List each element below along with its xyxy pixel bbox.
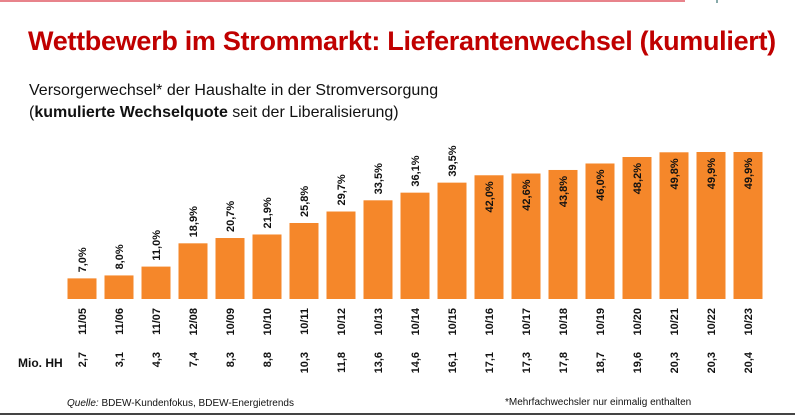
bar [67, 278, 97, 299]
households-label: 13,6 [373, 352, 385, 373]
bar [178, 243, 208, 299]
bar [400, 192, 430, 299]
bottom-rule [0, 413, 795, 415]
bar [622, 157, 652, 299]
value-label: 42,6% [521, 179, 533, 210]
households-label: 18,7 [595, 352, 607, 373]
value-label: 11,0% [151, 230, 163, 261]
households-label: 20,3 [706, 352, 718, 373]
value-label: 43,8% [558, 176, 570, 207]
top-mark [716, 0, 718, 3]
households-label: 20,4 [743, 351, 755, 373]
subtitle-line-2: (kumulierte Wechselquote seit der Libera… [29, 102, 438, 124]
chart-subtitle: Versorgerwechsel* der Haushalte in der S… [29, 80, 438, 124]
households-label: 7,4 [188, 351, 200, 367]
category-label: 10/19 [595, 308, 607, 336]
value-label: 49,9% [743, 158, 755, 189]
category-label: 10/10 [262, 308, 274, 336]
bar [474, 175, 504, 299]
page-title: Wettbewerb im Strommarkt: Lieferantenwec… [28, 26, 776, 56]
bar [733, 152, 763, 299]
bar [511, 173, 541, 299]
category-label: 10/15 [447, 308, 459, 336]
households-label: 17,3 [521, 352, 533, 373]
bar [585, 163, 615, 299]
households-label: 2,7 [77, 352, 89, 367]
value-label: 7,0% [77, 247, 89, 272]
category-label: 10/18 [558, 308, 570, 336]
households-label: 4,3 [151, 352, 163, 367]
category-label: 11/06 [114, 308, 126, 335]
households-label: 19,6 [632, 352, 644, 373]
bar [326, 211, 356, 299]
households-label: 20,3 [669, 352, 681, 373]
bar [104, 275, 134, 299]
category-label: 10/13 [373, 308, 385, 336]
footnote: *Mehrfachwechsler nur einmalig enthalten [505, 397, 692, 408]
households-label: 10,3 [299, 352, 311, 373]
category-label: 11/07 [151, 308, 163, 335]
category-label: 10/20 [632, 308, 644, 336]
category-label: 10/12 [336, 308, 348, 336]
bar [215, 238, 245, 299]
value-label: 39,5% [447, 145, 459, 176]
category-label: 10/21 [669, 308, 681, 336]
households-label: 17,1 [484, 352, 496, 373]
value-label: 8,0% [114, 244, 126, 269]
households-label: 8,8 [262, 352, 274, 367]
category-label: 10/22 [706, 308, 718, 336]
value-label: 49,8% [669, 158, 681, 189]
value-label: 20,7% [225, 201, 237, 232]
value-label: 29,7% [336, 174, 348, 205]
source-label: Quelle: [67, 398, 99, 409]
households-label: 8,3 [225, 352, 237, 367]
bar [548, 169, 578, 299]
subtitle-line-1: Versorgerwechsel* der Haushalte in der S… [29, 82, 439, 99]
category-label: 10/17 [521, 308, 533, 336]
households-label: 17,8 [558, 352, 570, 373]
category-label: 10/11 [299, 308, 311, 335]
paren: ( [29, 104, 35, 121]
value-label: 36,1% [410, 155, 422, 186]
bar [252, 234, 282, 299]
bar [437, 182, 467, 299]
category-label: 11/05 [77, 308, 89, 335]
source-text: BDEW-Kundenfokus, BDEW-Energietrends [98, 398, 294, 409]
value-label: 33,5% [373, 163, 385, 194]
bar [363, 200, 393, 299]
subtitle-rest: seit der Liberalisierung) [227, 104, 399, 121]
subtitle-bold: kumulierte Wechselquote [34, 104, 228, 121]
value-label: 18,9% [188, 206, 200, 237]
households-label: 16,1 [447, 352, 459, 373]
bar [696, 152, 726, 299]
value-label: 46,0% [595, 169, 607, 200]
bar [141, 266, 171, 299]
top-rule [0, 0, 685, 2]
category-label: 10/14 [410, 307, 422, 335]
category-label: 10/23 [743, 308, 755, 336]
category-label: 10/16 [484, 308, 496, 336]
households-label: 11,8 [336, 352, 348, 373]
bar [289, 222, 319, 299]
category-label: 12/08 [188, 308, 200, 336]
bar [659, 152, 689, 299]
row-label: Mio. HH [18, 356, 63, 370]
value-label: 49,9% [706, 158, 718, 189]
value-label: 48,2% [632, 163, 644, 194]
households-label: 3,1 [114, 352, 126, 367]
source-note: Quelle: BDEW-Kundenfokus, BDEW-Energietr… [67, 398, 294, 409]
category-label: 10/09 [225, 308, 237, 336]
value-label: 21,9% [262, 197, 274, 228]
value-label: 25,8% [299, 186, 311, 217]
value-label: 42,0% [484, 181, 496, 212]
households-label: 14,6 [410, 352, 422, 373]
